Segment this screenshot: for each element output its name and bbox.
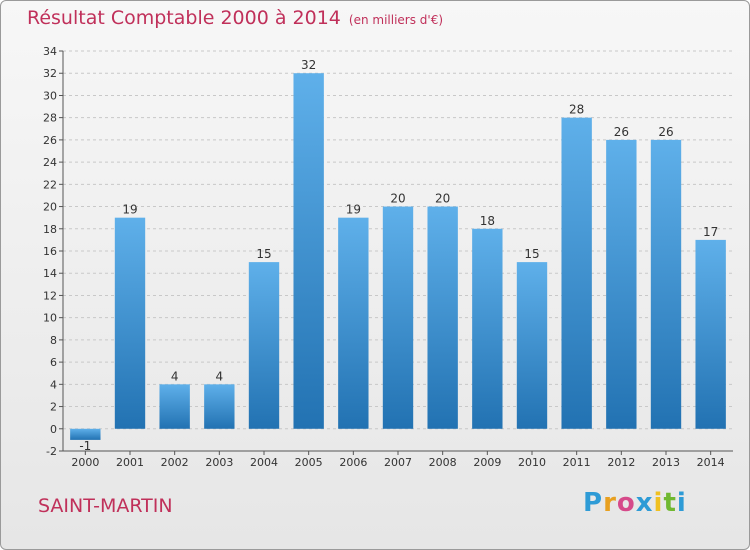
bar-2001	[114, 217, 146, 429]
y-tick-label: 18	[43, 223, 57, 236]
data-label: 20	[435, 192, 450, 206]
logo-letter: t	[663, 488, 677, 518]
x-tick-label: 2000	[71, 456, 99, 469]
chart-title: Résultat Comptable 2000 à 2014	[27, 7, 341, 29]
bar-2004	[248, 262, 280, 429]
data-label: -1	[79, 439, 91, 453]
x-tick-label: 2009	[473, 456, 501, 469]
data-label: 19	[346, 203, 361, 217]
chart-title-row: Résultat Comptable 2000 à 2014 (en millie…	[27, 7, 443, 29]
bar-2006	[338, 217, 369, 429]
bar-2003	[204, 384, 235, 429]
bars	[70, 73, 726, 440]
y-tick-label: 32	[43, 67, 57, 80]
bar-2014	[695, 239, 726, 429]
bar-2009	[472, 228, 503, 429]
data-label: 18	[480, 214, 495, 228]
data-label: 26	[614, 125, 629, 139]
logo-letter: o	[616, 488, 636, 518]
y-tick-label: 20	[43, 201, 57, 214]
labels: -1 19 4 4 15 32 19 20 20 18 15 28 26 26 17	[79, 58, 718, 453]
bar-2012	[606, 139, 637, 429]
x-tick-label: 2014	[697, 456, 725, 469]
bar-2007	[382, 206, 414, 429]
y-tick-label: 8	[50, 334, 57, 347]
x-tick-label: 2013	[652, 456, 680, 469]
x-tick-label: 2001	[116, 456, 144, 469]
y-tick-label: 26	[43, 134, 57, 147]
chart-unit: (en milliers d'€)	[348, 13, 444, 27]
y-tick-label: 0	[50, 423, 57, 436]
x-tick-label: 2002	[161, 456, 189, 469]
data-label: 26	[658, 125, 673, 139]
y-tick-label: 6	[50, 356, 57, 369]
proxiti-logo[interactable]: Proxiti	[583, 488, 687, 518]
bar-2008	[427, 206, 458, 429]
x-tick-label: 2006	[339, 456, 367, 469]
data-label: 15	[256, 247, 271, 261]
y-tick-label: 28	[43, 112, 57, 125]
y-tick-label: 24	[43, 156, 57, 169]
bar-2010	[516, 262, 548, 429]
x-tick-label: 2005	[295, 456, 323, 469]
data-label: 19	[122, 203, 137, 217]
y-tick-label: 2	[50, 401, 57, 414]
data-label: 20	[390, 192, 405, 206]
x-tick-label: 2012	[607, 456, 635, 469]
bar-2000	[70, 428, 101, 440]
y-tick-label: 16	[43, 245, 57, 258]
x-tick-label: 2004	[250, 456, 278, 469]
x-tick-label: 2008	[429, 456, 457, 469]
data-label: 28	[569, 103, 584, 117]
logo-letter: r	[603, 488, 617, 518]
x-tick-label: 2011	[563, 456, 591, 469]
y-tick-label: 14	[43, 267, 57, 280]
bar-2013	[650, 139, 682, 429]
y-tick-label: 12	[43, 289, 57, 302]
data-label: 4	[216, 369, 224, 383]
x-tick-label: 2003	[205, 456, 233, 469]
y-tick-label: 4	[50, 378, 57, 391]
data-label: 4	[171, 369, 179, 383]
y-tick-label: 10	[43, 312, 57, 325]
logo-letter: P	[583, 488, 604, 518]
x-tick-label: 2010	[518, 456, 546, 469]
logo-letter: i	[653, 488, 664, 518]
logo-letter: i	[676, 488, 687, 518]
data-label: 32	[301, 58, 316, 72]
data-label: 17	[703, 225, 718, 239]
x-tick-label: 2007	[384, 456, 412, 469]
y-tick-label: -2	[46, 445, 57, 458]
commune-name: SAINT-MARTIN	[38, 495, 173, 517]
y-tick-label: 22	[43, 178, 57, 191]
y-tick-label: 34	[43, 45, 57, 58]
bar-2011	[561, 117, 592, 429]
y-tick-label: 30	[43, 89, 57, 102]
bar-2005	[293, 73, 324, 429]
bar-2002	[159, 384, 190, 429]
data-label: 15	[524, 247, 539, 261]
logo-letter: x	[635, 488, 654, 518]
